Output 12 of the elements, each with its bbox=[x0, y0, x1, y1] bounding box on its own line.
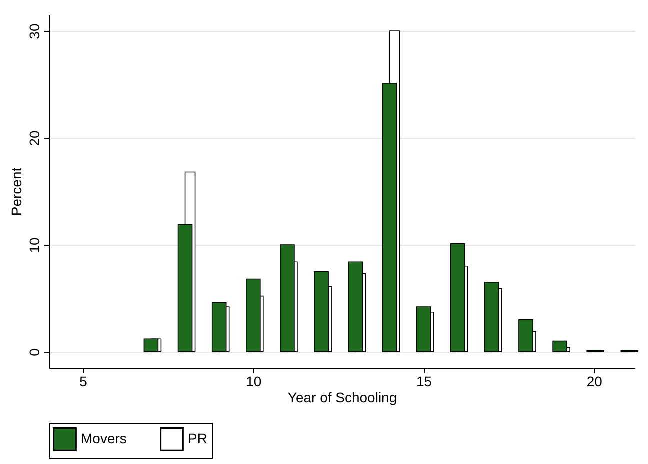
x-tick-label: 10 bbox=[246, 374, 262, 390]
y-tick-label: 30 bbox=[26, 24, 42, 40]
y-tick-label: 10 bbox=[26, 237, 42, 254]
legend-label: Movers bbox=[81, 430, 127, 446]
x-tick-label: 5 bbox=[80, 374, 88, 390]
x-axis-title: Year of Schooling bbox=[288, 390, 398, 406]
y-axis-title: Percent bbox=[8, 168, 24, 216]
y-tick-label: 20 bbox=[26, 130, 42, 146]
x-tick-label: 15 bbox=[416, 374, 432, 390]
legend-label: PR bbox=[188, 430, 208, 446]
x-tick-label: 20 bbox=[586, 374, 603, 390]
y-tick-label: 0 bbox=[26, 348, 42, 356]
